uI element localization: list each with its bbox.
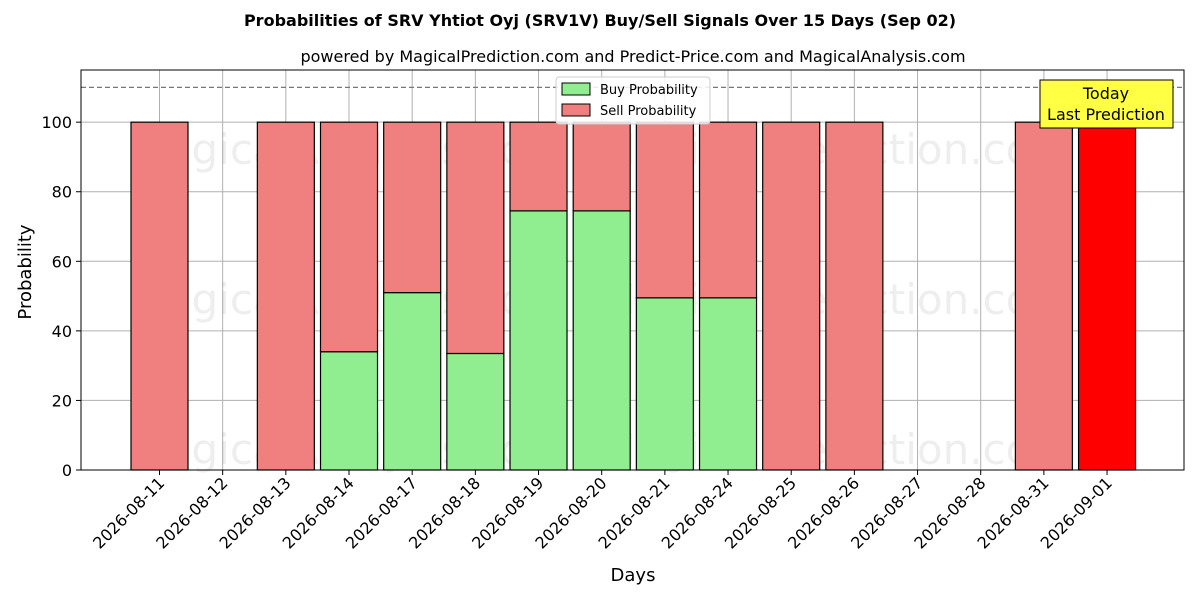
chart-title: Probabilities of SRV Yhtiot Oyj (SRV1V) … xyxy=(244,11,956,30)
sell-bar xyxy=(1077,121,1137,471)
y-axis-ticks: 0 20 40 60 80 100 xyxy=(41,113,81,480)
y-tick-label: 20 xyxy=(52,391,72,410)
y-tick-label: 40 xyxy=(52,322,72,341)
y-tick-label: 100 xyxy=(41,113,72,132)
sell-bar xyxy=(1014,121,1073,471)
annotation-line-2: Last Prediction xyxy=(1047,105,1165,124)
y-axis-label: Probability xyxy=(15,224,36,319)
bars xyxy=(130,121,1137,471)
sell-bar xyxy=(509,121,568,212)
legend-label-buy: Buy Probability xyxy=(600,83,698,98)
legend-label-sell: Sell Probability xyxy=(600,104,697,119)
buy-bar xyxy=(698,297,758,471)
legend-box xyxy=(555,76,711,125)
y-tick-label: 0 xyxy=(62,461,72,480)
sell-bar xyxy=(130,121,189,471)
annotation-box xyxy=(1039,79,1174,129)
legend-swatch-buy xyxy=(561,82,591,96)
buy-bar xyxy=(509,210,568,471)
today-annotation: Today Last Prediction xyxy=(1039,79,1174,129)
sell-bar xyxy=(383,121,442,294)
sell-bar xyxy=(698,121,758,299)
buy-bar xyxy=(319,351,379,471)
sell-bar xyxy=(572,121,631,212)
legend-swatch-sell xyxy=(561,103,591,117)
plot-frame xyxy=(80,69,1185,471)
sell-bar xyxy=(256,121,315,471)
buy-bar xyxy=(572,210,631,471)
sell-bar xyxy=(319,121,379,353)
chart-subtitle: powered by MagicalPrediction.com and Pre… xyxy=(300,47,965,66)
x-axis-label: Days xyxy=(611,565,656,586)
buy-bar xyxy=(383,292,442,471)
y-tick-label: 80 xyxy=(52,183,72,202)
sell-bar xyxy=(446,121,505,355)
y-tick-label: 60 xyxy=(52,252,72,271)
sell-bar xyxy=(635,121,694,299)
sell-bar xyxy=(762,121,821,471)
annotation-line-1: Today xyxy=(1082,84,1129,103)
sell-bar xyxy=(825,121,884,471)
x-axis-ticks: 2026-08-112026-08-122026-08-132026-08-14… xyxy=(89,470,1116,553)
legend: Buy Probability Sell Probability xyxy=(555,76,711,125)
buy-bar xyxy=(635,297,694,471)
buy-bar xyxy=(446,352,505,471)
